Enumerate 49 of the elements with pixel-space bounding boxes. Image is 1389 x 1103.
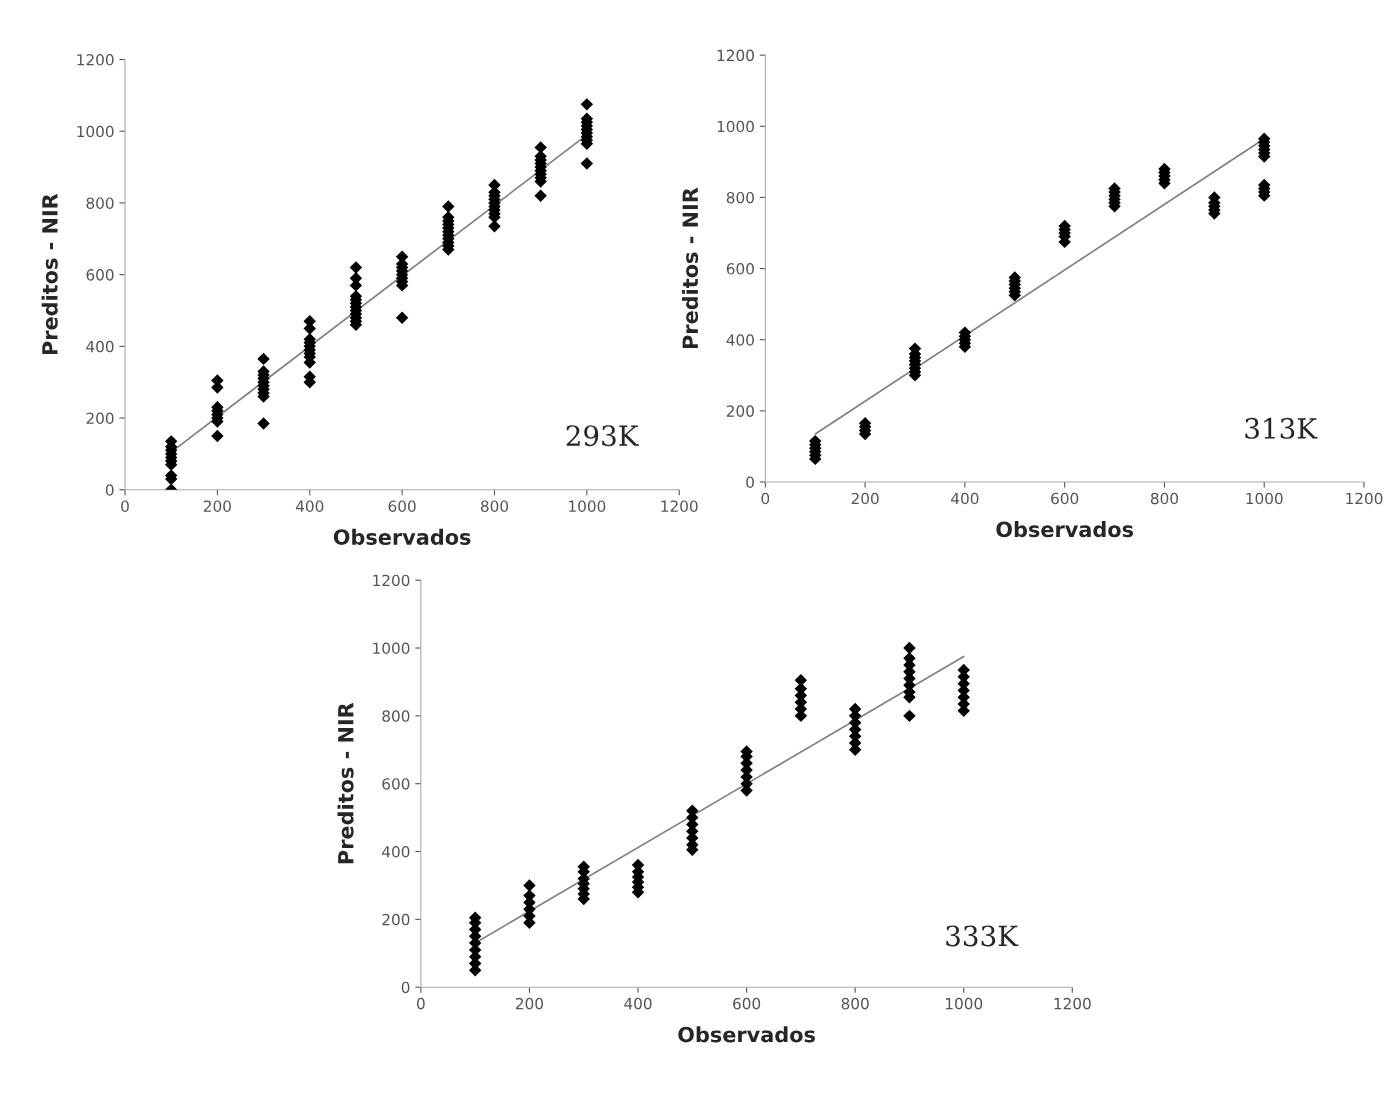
y-tick-label: 600: [382, 778, 410, 790]
x-tick-label: 1200: [661, 500, 698, 512]
annotation: 293K: [566, 425, 639, 447]
x-tick-label: 800: [841, 997, 869, 1010]
y-tick-label: 600: [726, 263, 754, 275]
x-tick-label: 400: [624, 997, 652, 1010]
y-tick-label: 1200: [717, 49, 754, 62]
x-tick-label: 0: [417, 997, 425, 1010]
y-tick-label: 0: [746, 476, 754, 489]
y-axis-title: Preditos - NIR: [681, 187, 699, 349]
x-tick-label: 800: [1150, 492, 1179, 505]
y-tick-label: 1000: [77, 125, 114, 138]
x-tick-label: 1000: [945, 997, 983, 1010]
x-tick-label: 200: [203, 500, 231, 512]
x-tick-label: 400: [295, 500, 324, 512]
y-tick-label: 200: [726, 405, 754, 417]
x-axis-title: Observados: [678, 1026, 815, 1043]
x-tick-label: 0: [121, 500, 129, 512]
y-tick-label: 800: [726, 191, 754, 204]
y-tick-label: 800: [382, 710, 410, 722]
y-tick-label: 1000: [373, 642, 410, 655]
y-tick-label: 0: [401, 981, 410, 994]
x-axis-title: Observados: [333, 528, 471, 545]
y-tick-label: 200: [382, 913, 410, 926]
y-tick-label: 400: [86, 340, 114, 353]
x-axis-title: Observados: [996, 521, 1134, 538]
x-tick-label: 1200: [1346, 492, 1383, 505]
y-tick-label: 1200: [77, 54, 114, 66]
x-tick-label: 1200: [1054, 997, 1091, 1010]
y-axis-title: Preditos - NIR: [337, 702, 354, 864]
y-tick-label: 0: [105, 484, 114, 496]
x-tick-label: 200: [851, 492, 879, 505]
y-tick-label: 400: [382, 845, 410, 858]
y-tick-label: 600: [86, 269, 114, 281]
y-tick-label: 1000: [717, 120, 754, 133]
y-tick-label: 400: [726, 334, 754, 346]
annotation: 333K: [946, 925, 1019, 947]
x-tick-label: 600: [1051, 492, 1079, 505]
y-tick-label: 1200: [373, 574, 410, 587]
x-tick-label: 1000: [569, 500, 606, 512]
y-axis-title: Preditos - NIR: [41, 193, 58, 355]
x-tick-label: 1000: [1246, 492, 1283, 505]
x-tick-label: 800: [480, 500, 509, 512]
x-tick-label: 0: [761, 492, 770, 505]
annotation: 313K: [1245, 417, 1318, 439]
x-tick-label: 400: [951, 492, 979, 505]
x-tick-label: 200: [515, 997, 544, 1010]
y-tick-label: 200: [86, 412, 114, 425]
y-tick-label: 800: [86, 197, 114, 209]
